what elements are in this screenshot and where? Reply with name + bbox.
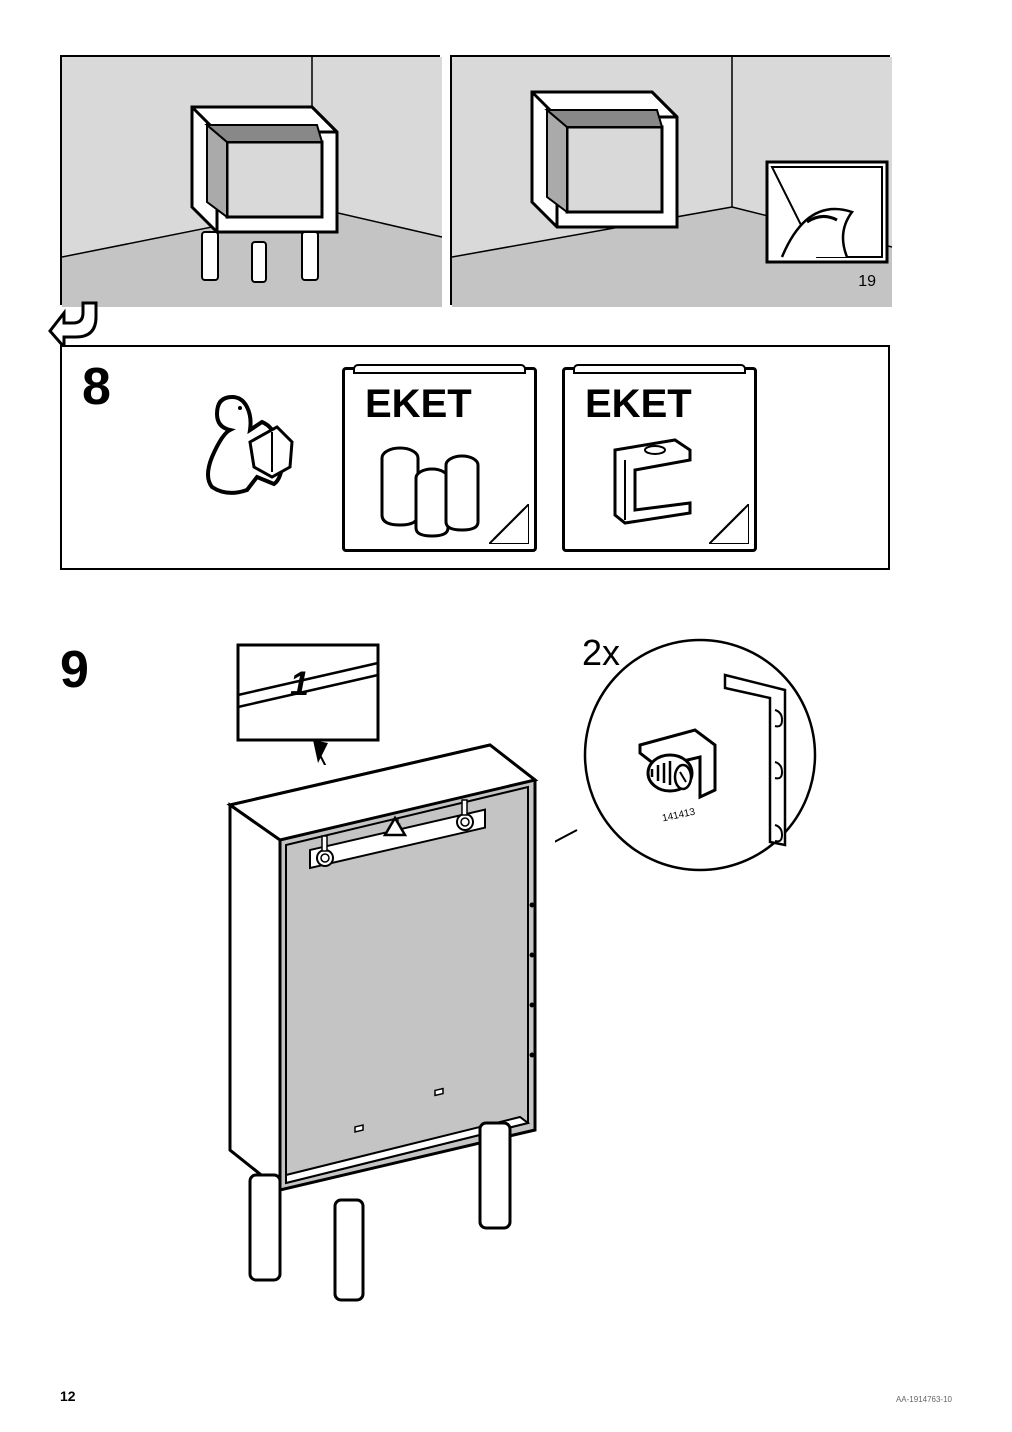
- page-number: 12: [60, 1388, 76, 1404]
- ikea-person-icon: [182, 372, 322, 502]
- step-number-9: 9: [60, 640, 89, 700]
- step-number-8: 8: [82, 357, 111, 417]
- panel-top-left: [60, 55, 440, 305]
- continue-arrow-icon: [48, 295, 103, 350]
- product-name-1: EKET: [365, 382, 472, 427]
- part-detail-circle: [555, 635, 825, 905]
- panel-top-right: 19: [450, 55, 890, 305]
- product-name-2: EKET: [585, 382, 692, 427]
- corner-ref: 19: [858, 273, 876, 291]
- panel-step-8: 8 EKET EKET: [60, 345, 890, 570]
- eket-booklet-legs: EKET: [342, 367, 537, 552]
- doc-id: AA-1914763-10: [896, 1395, 952, 1404]
- eket-booklet-bracket: EKET: [562, 367, 757, 552]
- callout-number: 1: [290, 665, 309, 704]
